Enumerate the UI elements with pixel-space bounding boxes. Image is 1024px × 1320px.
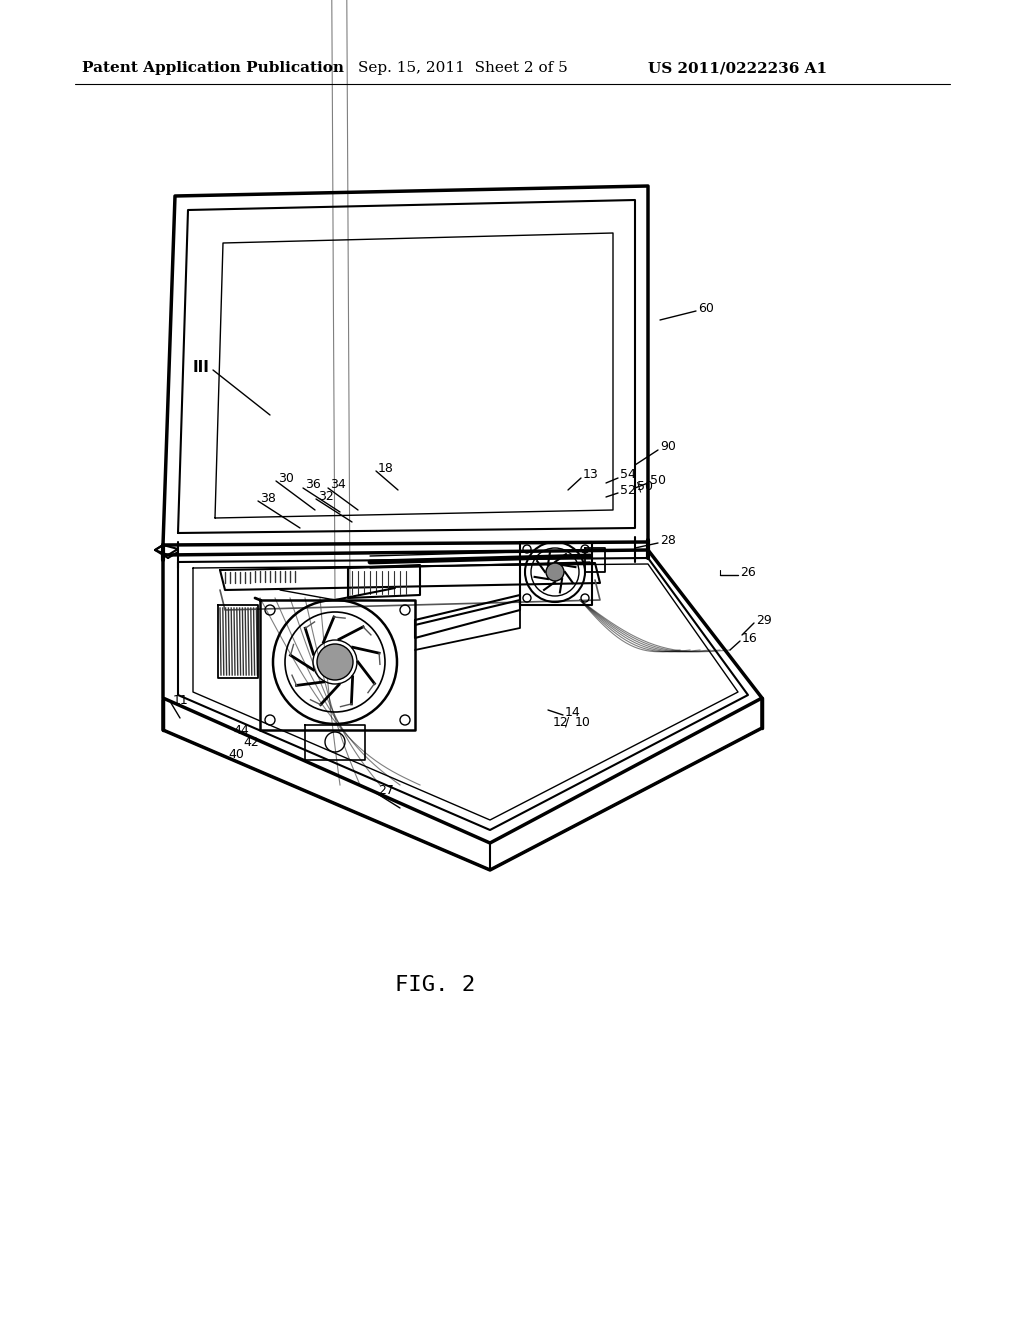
Text: 27: 27 [378, 784, 394, 796]
Text: 30: 30 [278, 471, 294, 484]
Text: US 2011/0222236 A1: US 2011/0222236 A1 [648, 61, 827, 75]
Text: 14: 14 [565, 705, 581, 718]
Text: 28: 28 [660, 533, 676, 546]
Text: 44: 44 [233, 723, 249, 737]
Text: 11: 11 [173, 693, 188, 706]
Text: FIG. 2: FIG. 2 [395, 975, 475, 995]
Text: Patent Application Publication: Patent Application Publication [82, 61, 344, 75]
Text: 18: 18 [378, 462, 394, 474]
Text: 50: 50 [637, 480, 653, 494]
Text: 34: 34 [330, 479, 346, 491]
Text: 12: 12 [553, 715, 568, 729]
Text: 54: 54 [620, 469, 636, 482]
Text: 52: 52 [620, 483, 636, 496]
Text: /: / [565, 715, 569, 729]
Text: 38: 38 [260, 491, 275, 504]
Text: Sep. 15, 2011  Sheet 2 of 5: Sep. 15, 2011 Sheet 2 of 5 [358, 61, 567, 75]
Text: 13: 13 [583, 469, 599, 482]
Text: 36: 36 [305, 479, 321, 491]
Circle shape [546, 564, 564, 581]
Text: 60: 60 [698, 301, 714, 314]
Text: 16: 16 [742, 631, 758, 644]
Text: 10: 10 [575, 715, 591, 729]
Text: 29: 29 [756, 614, 772, 627]
Text: 50: 50 [650, 474, 666, 487]
Text: 32: 32 [318, 490, 334, 503]
Text: 90: 90 [660, 441, 676, 454]
Text: \: \ [637, 480, 641, 494]
Circle shape [317, 644, 353, 680]
Text: 40: 40 [228, 747, 244, 760]
Text: III: III [193, 359, 210, 375]
Text: 26: 26 [740, 565, 756, 578]
Text: 42: 42 [243, 735, 259, 748]
